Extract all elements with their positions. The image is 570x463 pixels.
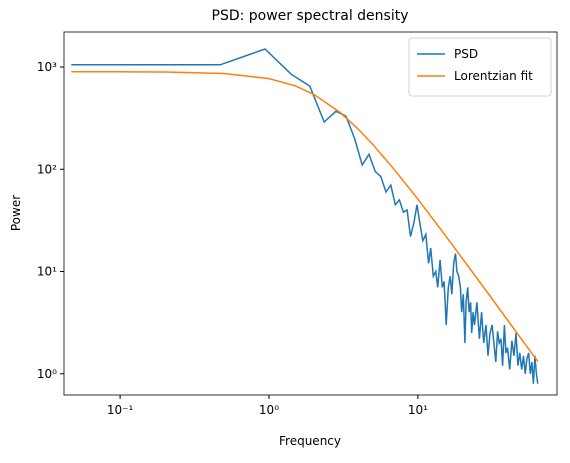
x-tick-label: 10¹ — [408, 403, 428, 417]
plot-area — [63, 31, 558, 396]
legend-label: Lorentzian fit — [454, 69, 533, 83]
legend-box — [408, 37, 552, 97]
series-line — [71, 48, 539, 384]
legend-label: PSD — [454, 47, 478, 61]
chart-title: PSD: power spectral density — [212, 8, 409, 24]
x-tick-label: 10⁻¹ — [107, 403, 134, 417]
series-line — [71, 70, 539, 362]
y-tick-label: 10² — [37, 162, 57, 176]
y-tick-label: 10³ — [37, 60, 57, 74]
y-tick-label: 10⁰ — [37, 367, 57, 381]
x-tick-label: 10⁰ — [259, 403, 279, 417]
x-axis-label: Frequency — [279, 434, 341, 448]
y-axis-label: Power — [9, 195, 23, 231]
y-tick-label: 10¹ — [37, 265, 57, 279]
